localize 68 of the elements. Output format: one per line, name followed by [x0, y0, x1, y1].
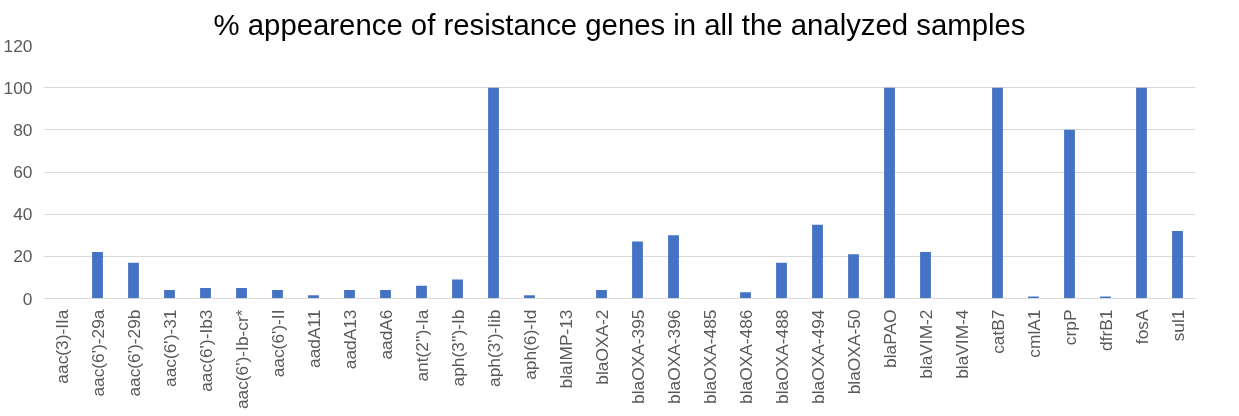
x-tick-label: blaVIM-4 [951, 309, 972, 379]
y-tick-label: 0 [22, 288, 33, 309]
x-tick-label: aac(6')-II [267, 309, 288, 378]
y-tick-label: 20 [13, 246, 33, 267]
bar [1136, 87, 1147, 299]
x-tick-label: aph(6)-Id [519, 309, 540, 380]
x-tick-label: aadA6 [375, 309, 396, 360]
bar [1172, 231, 1183, 299]
x-tick-label: blaOXA-2 [591, 309, 612, 385]
bar [344, 290, 355, 299]
x-tick-label: aadA11 [303, 309, 324, 368]
bar [632, 241, 643, 299]
x-tick-label: crpP [1059, 309, 1080, 346]
x-tick-label: aac(6')-29b [123, 309, 144, 397]
bar [236, 287, 247, 299]
x-tick-label: aph(3')-Iib [483, 309, 504, 387]
bar [380, 290, 391, 299]
x-tick-label: blaIMP-13 [555, 309, 576, 389]
x-tick-label: blaOXA-486 [735, 309, 756, 404]
x-tick-label: aac(6')-31 [159, 309, 180, 387]
x-tick-label: aph(3'')-Ib [447, 309, 468, 387]
x-tick-label: aac(6')-Ib-cr* [231, 309, 252, 410]
x-tick-label: aadA13 [339, 309, 360, 370]
bar [272, 290, 283, 299]
bar [128, 262, 139, 299]
x-tick-label: ant(2'')-Ia [411, 309, 432, 382]
bar [812, 224, 823, 299]
x-tick-label: blaVIM-2 [915, 309, 936, 379]
bar [848, 254, 859, 299]
x-tick-label: catB7 [987, 309, 1008, 354]
bar [1064, 129, 1075, 299]
x-tick-label: blaOXA-396 [663, 309, 684, 404]
bar [776, 262, 787, 299]
bar [200, 287, 211, 299]
y-tick-label: 120 [3, 35, 33, 56]
bar [308, 295, 319, 299]
bar [920, 252, 931, 299]
x-tick-label: blaOXA-488 [771, 309, 792, 404]
y-tick-label: 80 [13, 119, 33, 140]
x-tick-label: blaOXA-494 [807, 309, 828, 404]
bar [884, 87, 895, 299]
bar [488, 87, 499, 299]
bar [524, 295, 535, 299]
y-tick-label: 40 [13, 204, 33, 225]
y-tick-label: 100 [3, 77, 33, 98]
bar [452, 279, 463, 299]
bar [668, 235, 679, 299]
x-tick-label: blaOXA-395 [627, 309, 648, 404]
x-tick-label: aac(6')-29a [87, 309, 108, 397]
bar [596, 290, 607, 299]
x-tick-label: blaOXA-50 [843, 309, 864, 395]
bar [1028, 296, 1039, 299]
bar [1100, 296, 1111, 299]
x-tick-label: aac(3)-IIa [51, 309, 72, 384]
x-tick-label: sul1 [1167, 309, 1188, 342]
x-tick-label: blaPAO [879, 309, 900, 368]
bar [92, 252, 103, 299]
bar [740, 292, 751, 299]
y-tick-label: 60 [13, 162, 33, 182]
x-tick-label: fosA [1131, 309, 1152, 345]
x-tick-label: aac(6')-Ib3 [195, 309, 216, 392]
bar [164, 290, 175, 299]
bar [992, 87, 1003, 299]
x-tick-label: cmlA1 [1023, 309, 1044, 358]
x-tick-label: dfrB1 [1095, 309, 1116, 351]
x-tick-label: blaOXA-485 [699, 309, 720, 404]
bar [416, 285, 427, 299]
chart-title: % appearence of resistance genes in all the analyzed samples [213, 7, 1026, 41]
